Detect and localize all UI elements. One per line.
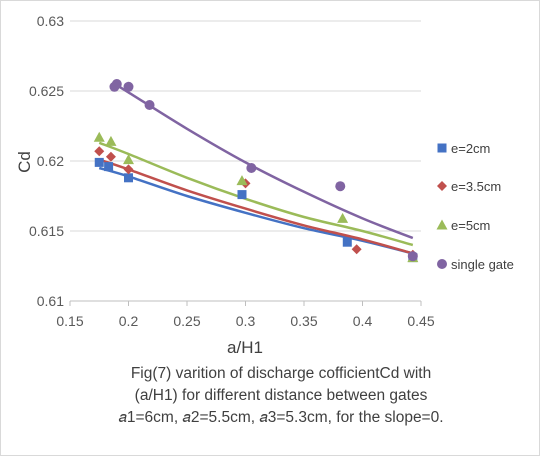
data-point bbox=[94, 146, 105, 157]
data-point bbox=[105, 151, 116, 162]
y-tick-label: 0.62 bbox=[37, 153, 64, 169]
caption-line-3: 𝑎1=6cm, 𝑎2=5.5cm, 𝑎3=5.3cm, for the slop… bbox=[118, 409, 444, 426]
legend-marker bbox=[437, 259, 447, 269]
x-tick-label: 0.45 bbox=[407, 313, 434, 329]
data-point bbox=[105, 135, 117, 146]
data-point bbox=[342, 237, 352, 247]
data-point bbox=[335, 181, 346, 192]
x-tick-label: 0.2 bbox=[119, 313, 139, 329]
data-point bbox=[93, 131, 105, 142]
x-tick-label: 0.4 bbox=[353, 313, 373, 329]
legend: e=2cm e=3.5cm e=5cm single gate bbox=[436, 141, 514, 272]
legend-label: e=3.5cm bbox=[451, 179, 501, 194]
data-points bbox=[93, 79, 419, 263]
data-point bbox=[144, 100, 155, 110]
y-axis-title: Cd bbox=[15, 151, 34, 173]
y-tick-label: 0.63 bbox=[37, 13, 64, 29]
legend-label: e=5cm bbox=[451, 218, 490, 233]
data-point bbox=[94, 157, 104, 167]
x-tick-label: 0.25 bbox=[173, 313, 200, 329]
x-tick-label: 0.15 bbox=[56, 313, 83, 329]
figure-caption: Fig(7) varition of discharge cofficientC… bbox=[61, 363, 501, 429]
data-point bbox=[337, 212, 349, 223]
data-point bbox=[246, 163, 257, 173]
data-point bbox=[407, 251, 418, 262]
scatter-chart: 0.61 0.615 0.62 0.625 0.63 0.15 0.2 0.25 0.3 0.35… bbox=[15, 13, 514, 357]
caption-line-2: (a/H1) for different distance between ga… bbox=[134, 387, 428, 404]
data-point bbox=[237, 190, 247, 200]
y-tick-label: 0.615 bbox=[29, 223, 64, 239]
legend-label: single gate bbox=[451, 257, 514, 272]
trendline bbox=[113, 82, 414, 240]
legend-marker bbox=[437, 181, 447, 191]
caption-line-1: Fig(7) varition of discharge cofficientC… bbox=[130, 365, 432, 382]
data-point bbox=[111, 79, 122, 89]
data-point bbox=[236, 175, 248, 186]
data-point bbox=[104, 162, 114, 172]
trendline bbox=[98, 141, 414, 247]
x-axis-title: a/H1 bbox=[227, 338, 263, 357]
x-tick-label: 0.35 bbox=[290, 313, 317, 329]
data-point bbox=[123, 164, 134, 175]
data-point bbox=[351, 244, 362, 255]
data-point bbox=[123, 154, 134, 165]
y-tick-label: 0.625 bbox=[29, 83, 64, 99]
axes: 0.61 0.615 0.62 0.625 0.63 0.15 0.2 0.25 0.3 0.35… bbox=[29, 13, 435, 329]
data-point bbox=[123, 81, 134, 92]
legend-marker bbox=[437, 143, 447, 153]
legend-marker bbox=[436, 219, 448, 230]
legend-label: e=2cm bbox=[451, 141, 490, 156]
data-point bbox=[124, 173, 133, 183]
x-tick-label: 0.3 bbox=[236, 313, 256, 329]
y-tick-label: 0.61 bbox=[37, 293, 64, 309]
trendline bbox=[98, 158, 414, 255]
